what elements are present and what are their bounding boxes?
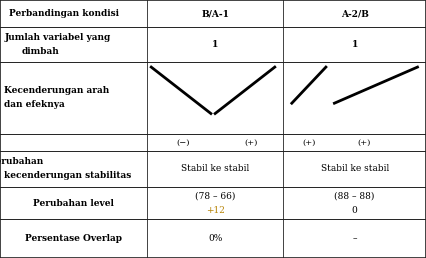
Text: 1: 1 bbox=[351, 40, 358, 49]
Text: kecenderungan stabilitas: kecenderungan stabilitas bbox=[4, 171, 132, 180]
Text: Persentase Overlap: Persentase Overlap bbox=[25, 234, 122, 243]
Text: 1: 1 bbox=[212, 40, 218, 49]
Text: (+): (+) bbox=[302, 139, 316, 147]
Text: Perubahan level: Perubahan level bbox=[33, 199, 114, 208]
Text: (−): (−) bbox=[176, 139, 190, 147]
Text: Jumlah variabel yang: Jumlah variabel yang bbox=[4, 33, 110, 42]
Text: 0: 0 bbox=[352, 206, 357, 215]
Text: B/A-1: B/A-1 bbox=[201, 9, 229, 18]
Text: –: – bbox=[352, 234, 357, 243]
Text: Perubahan: Perubahan bbox=[0, 157, 44, 166]
Text: (78 – 66): (78 – 66) bbox=[195, 191, 235, 200]
Text: (+): (+) bbox=[245, 139, 258, 147]
Text: Kecenderungan arah: Kecenderungan arah bbox=[4, 86, 109, 95]
Text: 0%: 0% bbox=[208, 234, 222, 243]
Text: Perbandingan kondisi: Perbandingan kondisi bbox=[9, 9, 118, 18]
Text: (88 – 88): (88 – 88) bbox=[334, 191, 375, 200]
Text: dan efeknya: dan efeknya bbox=[4, 100, 65, 109]
Text: Stabil ke stabil: Stabil ke stabil bbox=[320, 165, 389, 173]
Text: dimbah: dimbah bbox=[21, 47, 59, 56]
Text: (+): (+) bbox=[357, 139, 371, 147]
Text: Stabil ke stabil: Stabil ke stabil bbox=[181, 165, 249, 173]
Text: +12: +12 bbox=[206, 206, 225, 215]
Text: A-2/B: A-2/B bbox=[341, 9, 368, 18]
